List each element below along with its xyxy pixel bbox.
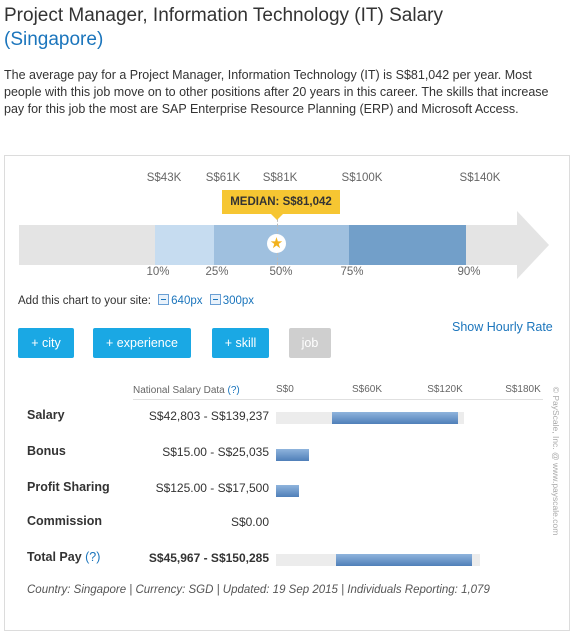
add-city-button[interactable]: + city — [18, 328, 74, 358]
help-link[interactable]: (?) — [85, 550, 101, 564]
amount-tick: S$100K — [341, 172, 383, 184]
axis-tick: S$120K — [427, 384, 463, 395]
location-link[interactable]: (Singapore) — [4, 29, 104, 50]
range-bar-profit-sharing — [276, 485, 299, 497]
table-header-rule — [133, 399, 543, 400]
add-experience-button[interactable]: + experience — [93, 328, 191, 358]
job-button[interactable]: job — [289, 328, 331, 358]
row-label-salary: Salary — [27, 408, 65, 422]
row-label-bonus: Bonus — [27, 444, 66, 458]
copyright-notice: © PayScale, Inc. @ www.payscale.com — [551, 386, 561, 536]
add-skill-button[interactable]: + skill — [212, 328, 269, 358]
row-value-total-pay: S$45,967 - S$150,285 — [148, 551, 269, 565]
row-label-profit-sharing: Profit Sharing — [27, 480, 110, 494]
row-label-total-pay: Total Pay (?) — [27, 550, 101, 564]
arrow-head — [517, 211, 549, 279]
percentile-tick: 75% — [340, 266, 364, 278]
job-title: Project Manager, Information Technology … — [4, 5, 443, 26]
amount-tick: S$81K — [262, 172, 298, 184]
range-bar-total-pay — [336, 554, 473, 566]
axis-tick: S$60K — [351, 384, 383, 395]
footer-meta: Country: Singapore | Currency: SGD | Upd… — [27, 584, 490, 596]
percentile-tick: 50% — [269, 266, 293, 278]
row-value-bonus: S$15.00 - S$25,035 — [162, 445, 269, 459]
median-pointer — [271, 214, 283, 220]
help-link[interactable]: (?) — [227, 385, 240, 396]
amount-tick: S$61K — [205, 172, 241, 184]
salary-card: S$43K S$61K S$81K S$100K S$140K MEDIAN: … — [4, 155, 570, 631]
range-75-90 — [349, 225, 466, 265]
embed-chart: Add this chart to your site: 640px 300px — [18, 294, 254, 307]
table-source-label: National Salary Data (?) — [133, 385, 240, 396]
embed-icon — [209, 294, 221, 305]
range-bar-bonus — [276, 449, 309, 461]
embed-640-link[interactable]: 640px — [171, 295, 203, 307]
row-value-profit-sharing: S$125.00 - S$17,500 — [155, 481, 269, 495]
embed-300-link[interactable]: 300px — [222, 295, 255, 307]
salary-summary: The average pay for a Project Manager, I… — [4, 68, 549, 116]
median-badge: MEDIAN: S$81,042 — [222, 190, 340, 214]
percentile-tick: 90% — [457, 266, 481, 278]
percentile-tick: 10% — [146, 266, 170, 278]
amount-tick: S$140K — [459, 172, 501, 184]
percentile-tick: 25% — [205, 266, 229, 278]
star-icon: ★ — [267, 234, 286, 253]
row-value-commission: S$0.00 — [230, 515, 269, 529]
show-hourly-rate-link[interactable]: Show Hourly Rate — [452, 320, 553, 334]
row-value-salary: S$42,803 - S$139,237 — [148, 409, 269, 423]
amount-tick: S$43K — [146, 172, 182, 184]
embed-icon — [158, 294, 170, 305]
range-10-25 — [155, 225, 214, 265]
axis-tick: S$180K — [505, 384, 541, 395]
embed-label: Add this chart to your site: — [18, 295, 151, 307]
page-title: Project Manager, Information Technology … — [4, 4, 570, 52]
range-bar-salary — [331, 412, 458, 424]
row-label-commission: Commission — [27, 514, 103, 528]
axis-tick: S$0 — [276, 384, 294, 395]
